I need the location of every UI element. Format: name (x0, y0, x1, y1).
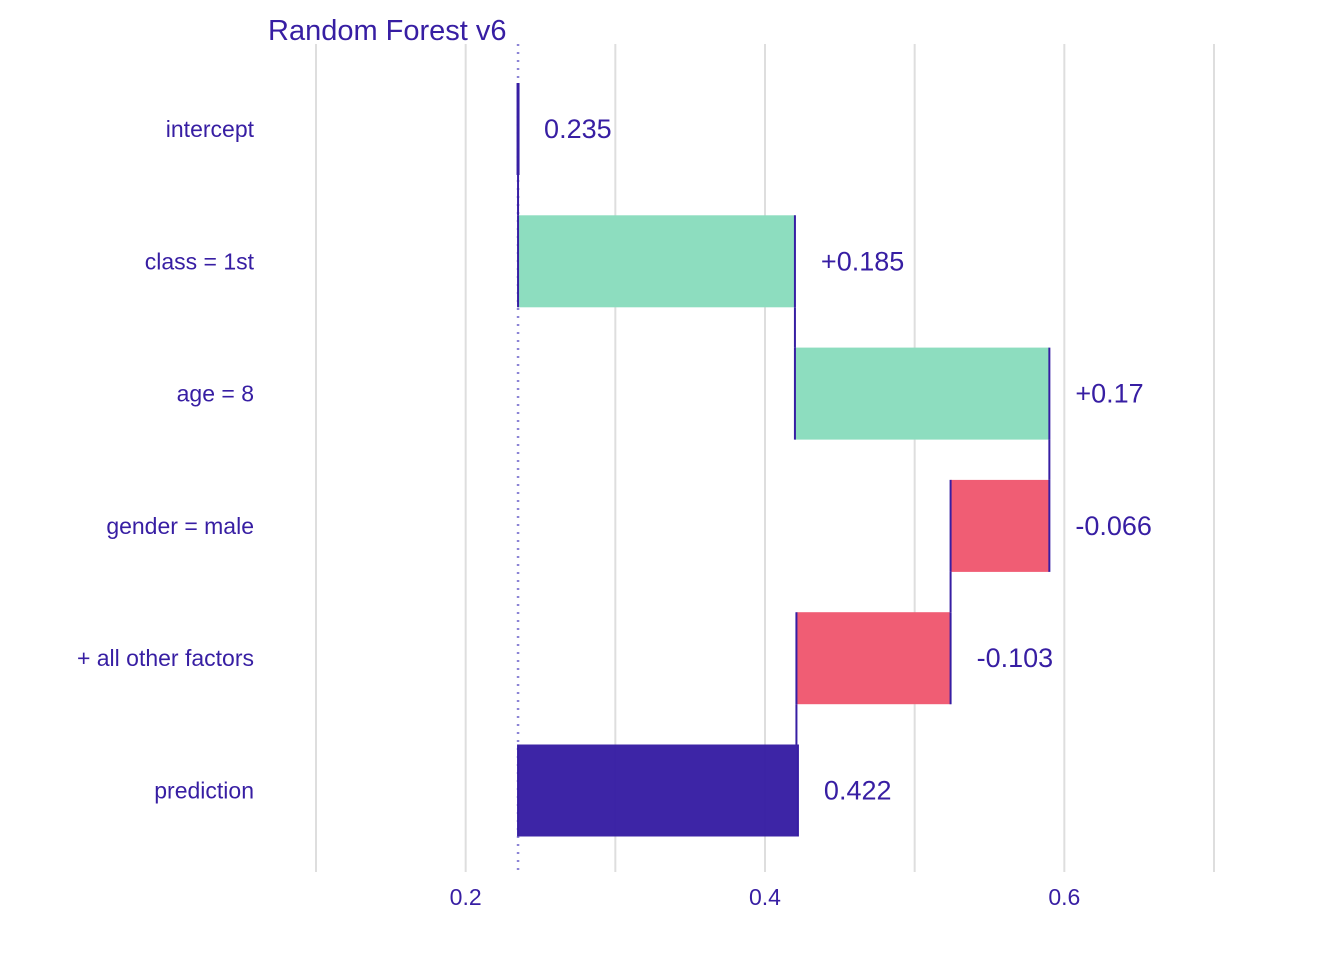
value-labels: 0.235 +0.185 +0.17 -0.066 -0.103 0.422 (544, 114, 1152, 806)
category-label: gender = male (106, 513, 254, 539)
bar-negative (950, 479, 1050, 572)
x-tick-label: 0.6 (1048, 884, 1080, 910)
value-label: +0.17 (1075, 379, 1143, 409)
chart-title: Random Forest v6 (268, 15, 507, 47)
bar-positive (794, 347, 1050, 440)
value-label: 0.235 (544, 114, 612, 144)
value-label: -0.066 (1075, 511, 1152, 541)
x-tick-label: 0.4 (749, 884, 781, 910)
value-label: -0.103 (977, 643, 1054, 673)
bar-positive (518, 215, 795, 308)
bar-negative (796, 612, 951, 705)
grid-lines (315, 44, 1215, 872)
x-tick-label: 0.2 (450, 884, 482, 910)
category-label: + all other factors (77, 645, 254, 671)
x-tick-labels: 0.2 0.4 0.6 (450, 884, 1081, 910)
bars (516, 83, 1051, 837)
bar-prediction (518, 744, 798, 837)
category-label: age = 8 (177, 381, 254, 407)
category-label: class = 1st (145, 248, 255, 274)
connectors (517, 175, 1051, 745)
category-labels: intercept class = 1st age = 8 gender = male… (77, 116, 255, 804)
value-label: 0.422 (824, 776, 892, 806)
value-label: +0.185 (821, 246, 904, 276)
category-label: prediction (154, 778, 254, 804)
category-label: intercept (166, 116, 255, 142)
